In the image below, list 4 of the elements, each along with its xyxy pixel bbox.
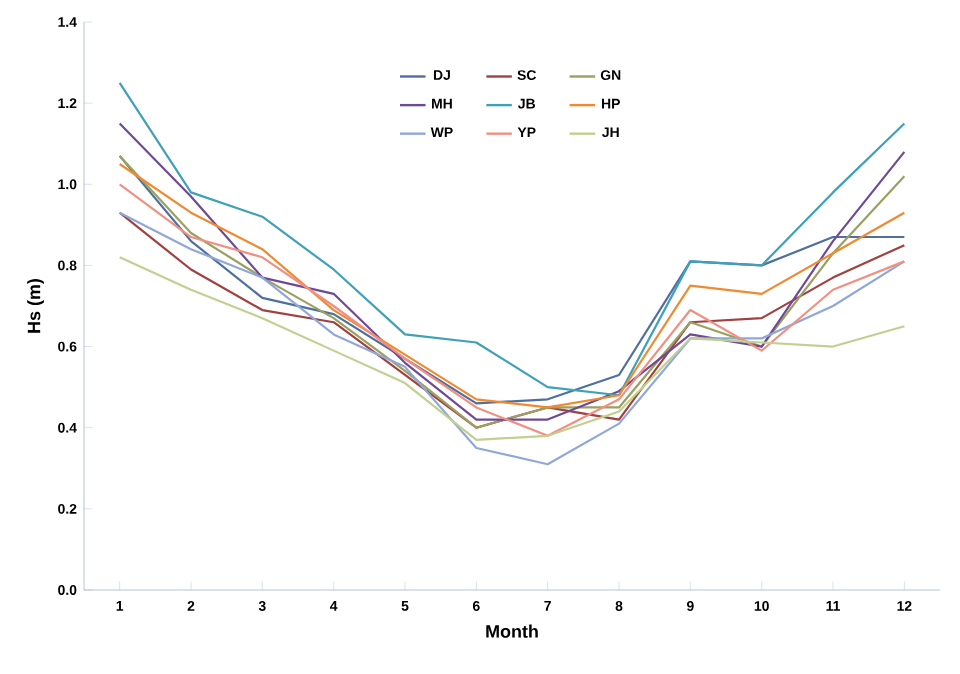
line-series [118, 81, 906, 397]
line-series [118, 256, 906, 441]
y-axis-title: Hs (m) [27, 279, 44, 333]
x-axis-title: Month [486, 624, 538, 638]
